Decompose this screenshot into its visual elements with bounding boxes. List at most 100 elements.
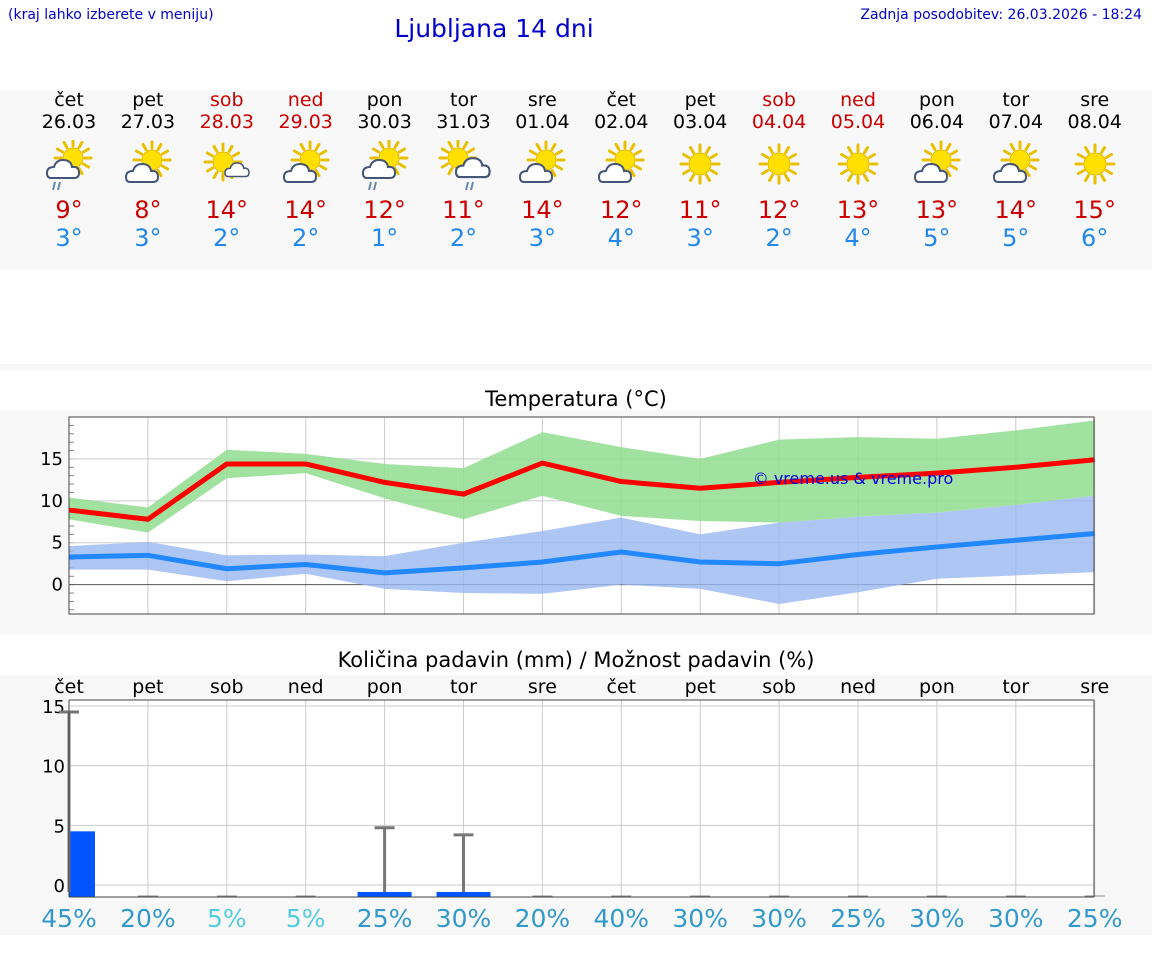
max-temperature: 12° [600,196,643,224]
min-temperature: 2° [449,224,478,252]
sun-shape [1074,143,1116,185]
day-name: sob [210,89,244,111]
day-column: čet 26.03 9° 3° [29,90,109,252]
min-temperature: 4° [607,224,635,252]
sun-cloud-icon [519,140,566,183]
min-temperature: 6° [1081,224,1109,252]
cloud-shape [454,157,491,179]
sun-icon [1074,143,1116,185]
day-name: pet [132,89,164,111]
day-date: 27.03 [120,111,176,133]
max-temperature: 15° [1073,196,1116,224]
max-temperature: 13° [915,196,959,224]
day-column: sre 08.04 15° 6° [1055,90,1135,252]
max-temperature: 11° [442,196,485,224]
day-date: 31.03 [436,111,491,133]
min-temperature: 3° [134,224,162,252]
rain-shape [367,181,377,191]
max-temperature: 14° [521,196,564,224]
page-title: Ljubljana 14 dni [394,14,594,43]
separator [0,364,1152,370]
day-column: pet 27.03 8° 3° [108,90,188,252]
day-date: 26.03 [41,111,97,133]
day-name: sre [1080,89,1110,111]
day-date: 29.03 [278,111,333,133]
min-temperature: 2° [765,224,793,252]
sun-icon [837,143,879,185]
day-column: čet 02.04 12° 4° [581,90,661,252]
min-temperature: 2° [213,224,241,252]
sun-cloud-icon [598,140,645,183]
day-column: ned 29.03 14° 2° [266,90,346,252]
max-temperature: 11° [678,196,722,224]
rain-shape [464,181,474,191]
day-name: čet [606,89,637,111]
sun-cloud-icon [124,140,172,183]
day-column: ned 05.04 13° 4° [818,90,898,252]
sun-big-cloud-rain-icon [438,140,491,191]
day-column: tor 31.03 11° 2° [424,90,504,252]
day-name: ned [287,89,324,111]
day-date: 07.04 [988,111,1043,133]
sun-cloud-rain-icon [361,140,409,191]
cloud-shape [361,158,396,179]
min-temperature: 5° [1002,224,1030,252]
day-name: pon [919,89,955,111]
day-name: pet [684,89,716,111]
min-temperature: 3° [528,224,557,252]
day-date: 05.04 [830,111,886,133]
min-temperature: 4° [844,224,872,252]
sun-shape [679,143,721,185]
day-date: 08.04 [1067,111,1122,133]
min-temperature: 1° [370,224,399,252]
cloud-shape [45,158,81,179]
max-temperature: 14° [994,196,1038,224]
max-temperature: 12° [363,196,406,224]
location-menu-note: (kraj lahko izberete v meniju) [8,7,214,23]
sun-cloud-icon [913,140,961,183]
cloud-shape [598,162,633,183]
day-date: 30.03 [357,111,412,133]
daily-forecast-panel: čet 26.03 9° 3° pet 27.03 8° 3° sob 28.03 14° 2° ned… [0,90,1152,270]
day-name: tor [450,89,477,111]
day-column: pet 03.04 11° 3° [660,90,740,252]
cloud-shape [519,162,554,183]
day-date: 04.04 [751,111,807,133]
sun-shape [758,143,800,185]
max-temperature: 12° [757,196,801,224]
sun-shape [837,143,879,185]
precipitation-panel [0,675,1152,935]
cloud-shape [992,162,1027,183]
min-temperature: 5° [923,224,951,252]
day-date: 06.04 [909,111,965,133]
day-column: tor 07.04 14° 5° [976,90,1056,252]
max-temperature: 13° [836,196,880,224]
day-name: čet [54,89,84,111]
max-temperature: 14° [284,196,327,224]
day-date: 03.04 [672,111,728,133]
temperature-panel [0,410,1152,634]
day-column: sre 01.04 14° 3° [502,90,582,252]
day-date: 02.04 [594,111,649,133]
max-temperature: 9° [55,196,83,224]
rain-shape [52,181,61,191]
day-name: ned [840,89,876,111]
day-strip: čet 26.03 9° 3° pet 27.03 8° 3° sob 28.03 14° 2° ned… [0,90,1152,270]
sun-icon [758,143,800,185]
day-column: pon 06.04 13° 5° [897,90,977,252]
sun-cloud-rain-icon [45,140,93,191]
cloud-shape [913,162,948,183]
sun-icon [679,143,721,185]
max-temperature: 8° [134,196,162,224]
cloud-shape [282,162,317,183]
max-temperature: 14° [205,196,249,224]
day-name: sre [527,89,557,111]
day-column: sob 04.04 12° 2° [739,90,819,252]
day-column: sob 28.03 14° 2° [187,90,267,252]
day-name: sob [762,89,796,111]
temperature-chart-title: Temperatura (°C) [485,387,667,411]
cloud-shape [124,162,159,183]
day-date: 28.03 [199,111,254,133]
min-temperature: 3° [55,224,83,252]
day-name: pon [366,89,403,111]
